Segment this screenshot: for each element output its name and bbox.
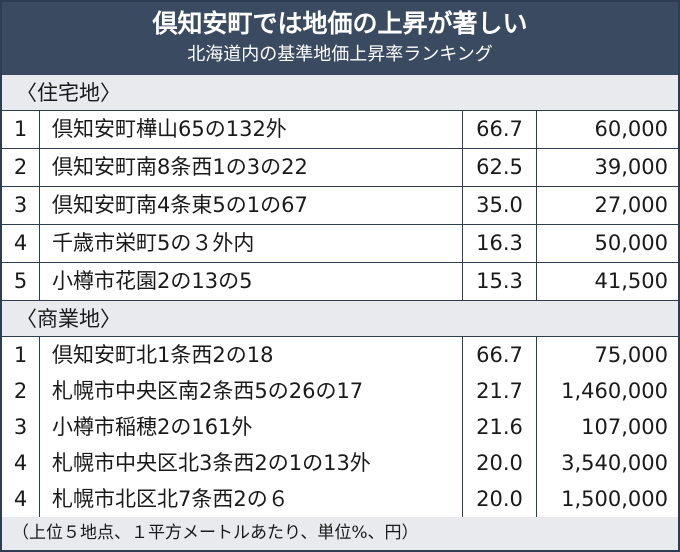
section-commercial-header: 〈商業地〉 bbox=[2, 301, 678, 337]
rate-cell: 66.7 bbox=[463, 337, 537, 374]
rate-cell: 35.0 bbox=[463, 187, 537, 224]
rate-cell: 21.7 bbox=[463, 373, 537, 410]
table-row: 3 倶知安町南4条東5の1の67 35.0 27,000 bbox=[2, 187, 678, 225]
price-cell: 50,000 bbox=[594, 231, 668, 255]
figure-title: 倶知安町では地価の上昇が著しい bbox=[152, 9, 528, 38]
rank-cell: 2 bbox=[2, 149, 40, 186]
price-cell: 107,000 bbox=[581, 415, 668, 439]
location-cell: 札幌市中央区北3条西2の1の13外 bbox=[40, 445, 463, 482]
table-row: 3 小樽市稲穂2の161外 21.6 107,000 bbox=[2, 409, 678, 447]
table-row: 5 小樽市花園2の13の5 15.3 41,500 bbox=[2, 263, 678, 301]
rank-cell: 3 bbox=[2, 187, 40, 224]
rate-cell: 20.0 bbox=[463, 445, 537, 482]
rank-cell: 4 bbox=[2, 445, 40, 482]
footnote: （上位５地点、１平方メートルあたり、単位%、円） bbox=[2, 517, 678, 550]
location-cell: 倶知安町樺山65の132外 bbox=[40, 111, 463, 148]
rank-cell: 4 bbox=[2, 481, 40, 518]
section-residential-header: 〈住宅地〉 bbox=[2, 75, 678, 111]
location-cell: 札幌市中央区南2条西5の26の17 bbox=[40, 373, 463, 410]
price-cell: 75,000 bbox=[594, 343, 668, 367]
location-cell: 倶知安町南8条西1の3の22 bbox=[40, 149, 463, 186]
table-row: 4 千歳市栄町5の３外内 16.3 50,000 bbox=[2, 225, 678, 263]
rate-cell: 20.0 bbox=[463, 481, 537, 518]
rank-cell: 3 bbox=[2, 409, 40, 446]
figure-header: 倶知安町では地価の上昇が著しい 北海道内の基準地価上昇率ランキング bbox=[2, 2, 678, 75]
price-cell: 27,000 bbox=[594, 193, 668, 217]
table-row: 4 札幌市中央区北3条西2の1の13外 20.0 3,540,000 bbox=[2, 445, 678, 483]
price-cell: 1,500,000 bbox=[561, 487, 668, 511]
rate-cell: 62.5 bbox=[463, 149, 537, 186]
rate-cell: 15.3 bbox=[463, 263, 537, 300]
location-cell: 札幌市北区北7条西2の６ bbox=[40, 481, 463, 518]
table-row: 1 倶知安町樺山65の132外 66.7 60,000 bbox=[2, 111, 678, 149]
location-cell: 千歳市栄町5の３外内 bbox=[40, 225, 463, 262]
rate-cell: 16.3 bbox=[463, 225, 537, 262]
table-row: 4 札幌市北区北7条西2の６ 20.0 1,500,000 bbox=[2, 481, 678, 519]
figure-subtitle: 北海道内の基準地価上昇率ランキング bbox=[187, 44, 493, 65]
table-row: 2 倶知安町南8条西1の3の22 62.5 39,000 bbox=[2, 149, 678, 187]
price-cell: 3,540,000 bbox=[561, 451, 668, 475]
rank-cell: 2 bbox=[2, 373, 40, 410]
rate-cell: 21.6 bbox=[463, 409, 537, 446]
location-cell: 倶知安町南4条東5の1の67 bbox=[40, 187, 463, 224]
table-row: 1 倶知安町北1条西2の18 66.7 75,000 bbox=[2, 337, 678, 375]
location-cell: 倶知安町北1条西2の18 bbox=[40, 337, 463, 374]
rank-cell: 1 bbox=[2, 111, 40, 148]
price-cell: 1,460,000 bbox=[561, 379, 668, 403]
location-cell: 小樽市稲穂2の161外 bbox=[40, 409, 463, 446]
rank-cell: 1 bbox=[2, 337, 40, 374]
table-row: 2 札幌市中央区南2条西5の26の17 21.7 1,460,000 bbox=[2, 373, 678, 411]
price-cell: 39,000 bbox=[594, 155, 668, 179]
location-cell: 小樽市花園2の13の5 bbox=[40, 263, 463, 300]
price-cell: 60,000 bbox=[594, 117, 668, 141]
rate-cell: 66.7 bbox=[463, 111, 537, 148]
rank-cell: 4 bbox=[2, 225, 40, 262]
rank-cell: 5 bbox=[2, 263, 40, 300]
price-cell: 41,500 bbox=[594, 269, 668, 293]
